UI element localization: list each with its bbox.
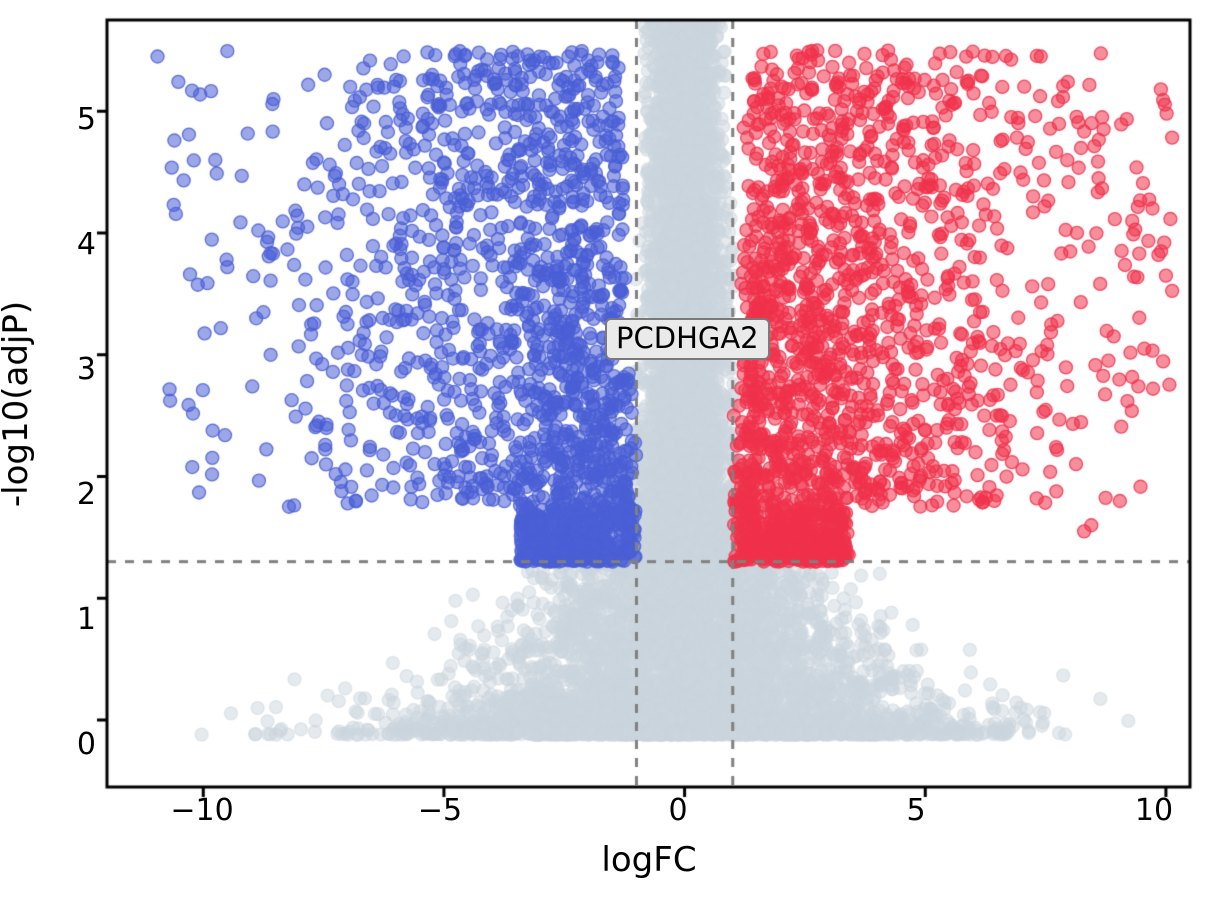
ytick-label-2: 2: [76, 477, 96, 512]
ytick-label-1: 1: [76, 602, 96, 637]
x-axis-label: logFC: [601, 840, 697, 880]
xtick-label-5: 5: [906, 793, 926, 828]
ytick-label-4: 4: [76, 227, 96, 262]
ytick-label-3: 3: [76, 352, 96, 387]
xtick-label--5: −5: [417, 793, 463, 828]
xtick-label-10: 10: [1134, 793, 1174, 828]
gene-annotation-label: PCDHGA2: [605, 318, 770, 361]
y-axis-label: -log10(adjP): [0, 300, 36, 508]
xtick-label--10: −10: [170, 793, 234, 828]
ytick-label-0: 0: [76, 727, 96, 762]
xtick-label-0: 0: [668, 793, 688, 828]
ytick-label-5: 5: [76, 102, 96, 137]
